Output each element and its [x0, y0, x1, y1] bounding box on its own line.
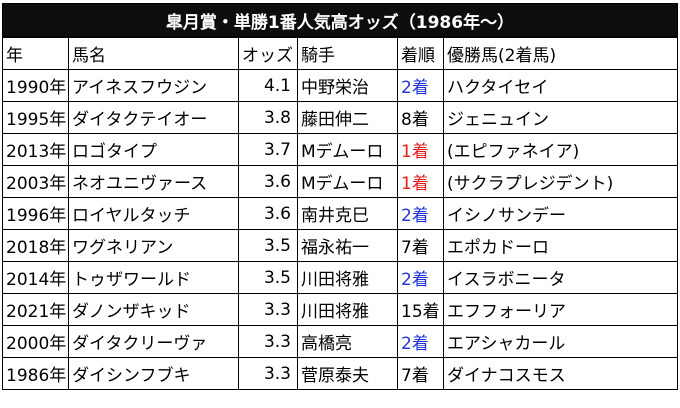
cell-horse: ダイシンフブキ: [68, 357, 239, 390]
odds-table: 年 馬名 オッズ 騎手 着順 優勝馬(2着馬) 1990年 アイネスフウジン 4.1…: [2, 37, 678, 390]
table-row: 2014年 トゥザワールド 3.5 川田将雅 2着 イスラボニータ: [2, 261, 678, 294]
cell-jockey: 中野栄治: [297, 69, 398, 102]
cell-winner: (エピファネイア): [443, 133, 678, 166]
cell-jockey: 川田将雅: [297, 261, 398, 294]
cell-winner: ダイナコスモス: [443, 357, 678, 390]
cell-jockey: 高橋亮: [297, 325, 398, 358]
header-odds: オッズ: [238, 37, 298, 70]
cell-place: 1着: [397, 133, 444, 166]
cell-horse: ダノンザキッド: [68, 293, 239, 326]
cell-odds: 3.6: [238, 197, 298, 230]
cell-jockey: 川田将雅: [297, 293, 398, 326]
cell-jockey: 藤田伸二: [297, 101, 398, 134]
cell-odds: 3.6: [238, 165, 298, 198]
cell-odds: 3.5: [238, 229, 298, 262]
cell-jockey: 菅原泰夫: [297, 357, 398, 390]
cell-jockey: Mデムーロ: [297, 133, 398, 166]
cell-horse: ワグネリアン: [68, 229, 239, 262]
cell-place: 15着: [397, 293, 444, 326]
header-horse: 馬名: [68, 37, 239, 70]
table-row: 2013年 ロゴタイプ 3.7 Mデムーロ 1着 (エピファネイア): [2, 133, 678, 166]
cell-horse: アイネスフウジン: [68, 69, 239, 102]
cell-year: 2000年: [2, 325, 69, 358]
cell-place: 2着: [397, 325, 444, 358]
cell-horse: ダイタクテイオー: [68, 101, 239, 134]
odds-table-container: 皐月賞・単勝1番人気高オッズ（1986年〜） 年 馬名 オッズ 騎手 着順 優勝…: [2, 3, 678, 390]
cell-horse: ネオユニヴァース: [68, 165, 239, 198]
cell-winner: イシノサンデー: [443, 197, 678, 230]
table-row: 2003年 ネオユニヴァース 3.6 Mデムーロ 1着 (サクラプレジデント): [2, 165, 678, 198]
cell-odds: 3.3: [238, 293, 298, 326]
cell-jockey: 福永祐一: [297, 229, 398, 262]
header-row: 年 馬名 オッズ 騎手 着順 優勝馬(2着馬): [2, 37, 678, 70]
cell-odds: 3.3: [238, 357, 298, 390]
table-row: 2018年 ワグネリアン 3.5 福永祐一 7着 エポカドーロ: [2, 229, 678, 262]
cell-odds: 3.3: [238, 325, 298, 358]
cell-year: 2014年: [2, 261, 69, 294]
cell-year: 1996年: [2, 197, 69, 230]
cell-winner: イスラボニータ: [443, 261, 678, 294]
cell-place: 2着: [397, 197, 444, 230]
cell-winner: エアシャカール: [443, 325, 678, 358]
cell-winner: (サクラプレジデント): [443, 165, 678, 198]
cell-winner: ジェニュイン: [443, 101, 678, 134]
cell-horse: ロゴタイプ: [68, 133, 239, 166]
header-place: 着順: [397, 37, 444, 70]
cell-winner: エポカドーロ: [443, 229, 678, 262]
table-row: 1995年 ダイタクテイオー 3.8 藤田伸二 8着 ジェニュイン: [2, 101, 678, 134]
table-title: 皐月賞・単勝1番人気高オッズ（1986年〜）: [2, 3, 678, 37]
cell-year: 2018年: [2, 229, 69, 262]
cell-place: 2着: [397, 69, 444, 102]
cell-place: 7着: [397, 229, 444, 262]
cell-jockey: 南井克巳: [297, 197, 398, 230]
cell-horse: ロイヤルタッチ: [68, 197, 239, 230]
cell-odds: 3.8: [238, 101, 298, 134]
cell-place: 1着: [397, 165, 444, 198]
cell-year: 2013年: [2, 133, 69, 166]
cell-horse: トゥザワールド: [68, 261, 239, 294]
table-row: 2021年 ダノンザキッド 3.3 川田将雅 15着 エフフォーリア: [2, 293, 678, 326]
cell-horse: ダイタクリーヴァ: [68, 325, 239, 358]
header-jockey: 騎手: [297, 37, 398, 70]
cell-odds: 4.1: [238, 69, 298, 102]
cell-place: 8着: [397, 101, 444, 134]
cell-odds: 3.7: [238, 133, 298, 166]
cell-place: 7着: [397, 357, 444, 390]
table-row: 2000年 ダイタクリーヴァ 3.3 高橋亮 2着 エアシャカール: [2, 325, 678, 358]
cell-year: 2021年: [2, 293, 69, 326]
cell-odds: 3.5: [238, 261, 298, 294]
cell-year: 1986年: [2, 357, 69, 390]
table-row: 1990年 アイネスフウジン 4.1 中野栄治 2着 ハクタイセイ: [2, 69, 678, 102]
cell-winner: エフフォーリア: [443, 293, 678, 326]
cell-year: 2003年: [2, 165, 69, 198]
cell-jockey: Mデムーロ: [297, 165, 398, 198]
header-winner: 優勝馬(2着馬): [443, 37, 678, 70]
cell-year: 1995年: [2, 101, 69, 134]
cell-place: 2着: [397, 261, 444, 294]
table-body: 1990年 アイネスフウジン 4.1 中野栄治 2着 ハクタイセイ 1995年 ダイタクテイオ…: [2, 69, 678, 390]
cell-winner: ハクタイセイ: [443, 69, 678, 102]
cell-year: 1990年: [2, 69, 69, 102]
header-year: 年: [2, 37, 69, 70]
table-row: 1986年 ダイシンフブキ 3.3 菅原泰夫 7着 ダイナコスモス: [2, 357, 678, 390]
table-row: 1996年 ロイヤルタッチ 3.6 南井克巳 2着 イシノサンデー: [2, 197, 678, 230]
